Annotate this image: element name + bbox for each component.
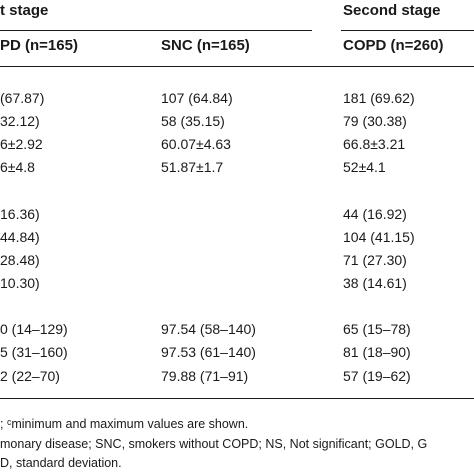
- column-header-copd-second: COPD (n=260): [343, 37, 444, 54]
- table-cell: 79.88 (71–91): [161, 368, 249, 384]
- second-stage-underline: [341, 30, 474, 31]
- table-cell: 5 (31–160): [0, 344, 68, 360]
- table-cell: 181 (69.62): [343, 90, 415, 106]
- footnote-line: monary disease; SNC, smokers without COP…: [0, 437, 428, 451]
- table-cell: 66.8±3.21: [343, 136, 406, 152]
- first-stage-header: t stage: [0, 2, 49, 19]
- table-cell: 81 (18–90): [343, 344, 411, 360]
- second-stage-header: Second stage: [343, 2, 441, 19]
- table-cell: 104 (41.15): [343, 229, 415, 245]
- table-cell: 38 (14.61): [343, 275, 407, 291]
- table-cell: 60.07±4.63: [161, 136, 231, 152]
- footnote-line: D, standard deviation.: [0, 456, 122, 470]
- table-cell: 44 (16.92): [343, 206, 407, 222]
- table-cell: 10.30): [0, 275, 40, 291]
- table-cell: 0 (14–129): [0, 321, 68, 337]
- table-cell: 2 (22–70): [0, 368, 60, 384]
- footnote-line: ; ᶜminimum and maximum values are shown.: [0, 417, 249, 431]
- table-cell: 71 (27.30): [343, 252, 407, 268]
- header-rule: [0, 66, 474, 67]
- table-cell: 16.36): [0, 206, 40, 222]
- table-cell: 32.12): [0, 113, 40, 129]
- table-cell: 65 (15–78): [343, 321, 411, 337]
- column-header-copd-first: PD (n=165): [0, 37, 78, 54]
- table-cell: 79 (30.38): [343, 113, 407, 129]
- first-stage-underline: [0, 30, 312, 31]
- column-header-snc: SNC (n=165): [161, 37, 250, 54]
- table-cell: 6±2.92: [0, 136, 43, 152]
- table-cell: 52±4.1: [343, 159, 386, 175]
- table-bottom-rule: [0, 398, 474, 399]
- table-cell: 57 (19–62): [343, 368, 411, 384]
- table-cell: 97.54 (58–140): [161, 321, 256, 337]
- table-cell: 44.84): [0, 229, 40, 245]
- table-cell: 107 (64.84): [161, 90, 233, 106]
- table-cell: 51.87±1.7: [161, 159, 224, 175]
- table-cell: 6±4.8: [0, 159, 35, 175]
- table-cell: 28.48): [0, 252, 40, 268]
- table-cell: (67.87): [0, 90, 45, 106]
- table-cell: 97.53 (61–140): [161, 344, 256, 360]
- table-cell: 58 (35.15): [161, 113, 225, 129]
